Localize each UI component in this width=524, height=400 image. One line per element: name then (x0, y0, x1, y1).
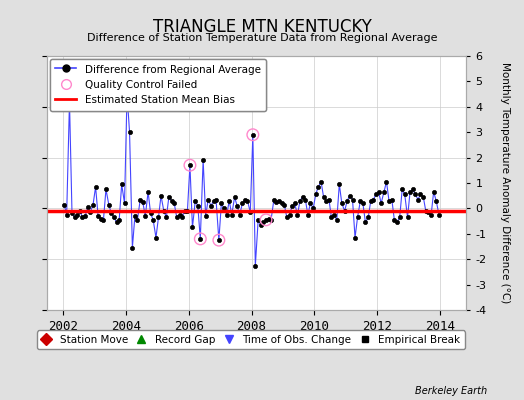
Y-axis label: Monthly Temperature Anomaly Difference (°C): Monthly Temperature Anomaly Difference (… (500, 62, 510, 304)
Text: TRIANGLE MTN KENTUCKY: TRIANGLE MTN KENTUCKY (152, 18, 372, 36)
Point (262, 217, 270, 223)
Point (196, 236, 204, 242)
Legend: Difference from Regional Average, Quality Control Failed, Estimated Station Mean: Difference from Regional Average, Qualit… (50, 59, 266, 111)
Point (185, 162, 194, 168)
Point (215, 237, 223, 243)
Text: Difference of Station Temperature Data from Regional Average: Difference of Station Temperature Data f… (87, 33, 437, 43)
Text: Berkeley Earth: Berkeley Earth (415, 386, 487, 396)
Point (123, 91, 131, 97)
Legend: Station Move, Record Gap, Time of Obs. Change, Empirical Break: Station Move, Record Gap, Time of Obs. C… (37, 330, 465, 349)
Point (66, 98, 74, 105)
Point (248, 132, 257, 138)
